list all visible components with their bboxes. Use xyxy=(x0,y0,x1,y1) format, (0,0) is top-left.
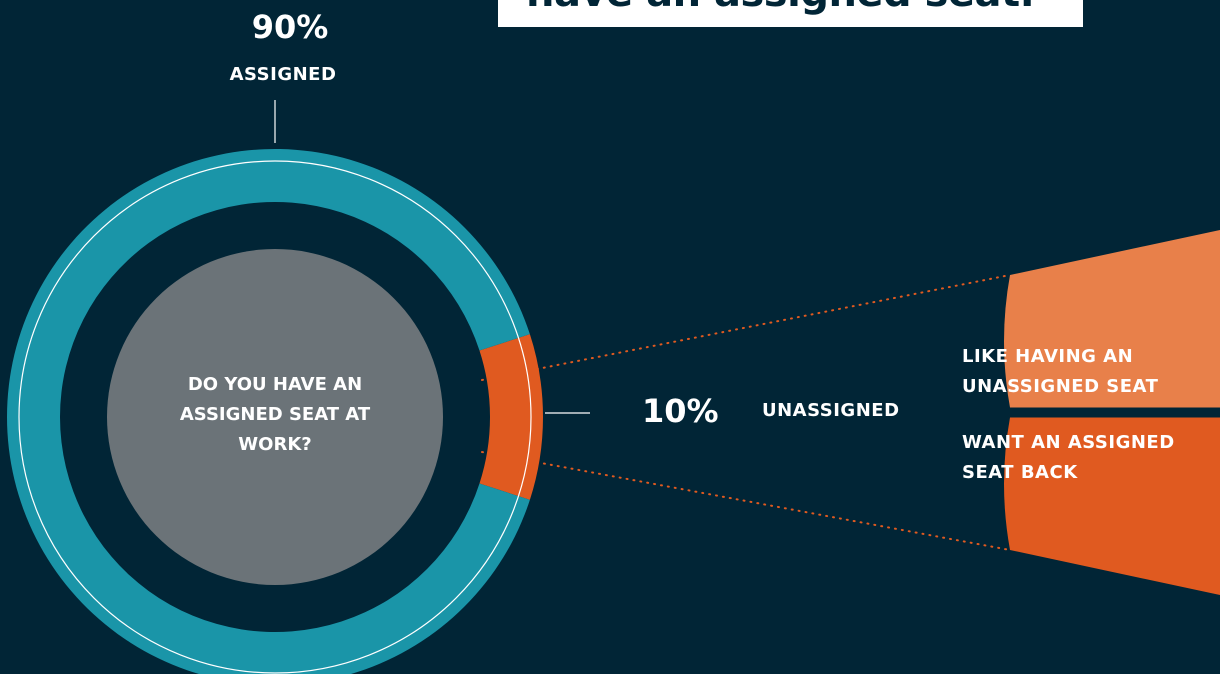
value-label: 90% xyxy=(251,8,329,46)
value-label: 10% xyxy=(642,392,719,430)
category-label: UNASSIGNED xyxy=(762,400,900,421)
dotted-line xyxy=(481,274,1011,381)
ring-line xyxy=(18,160,532,674)
donut-segment xyxy=(479,334,543,500)
chart-title: have an assigned seat. xyxy=(526,0,1035,16)
center-question: DO YOU HAVE AN ASSIGNED SEAT AT WORK? xyxy=(179,374,371,455)
breakdown-segment xyxy=(1004,417,1220,595)
breakdown-label: LIKE HAVING AN UNASSIGNED SEAT xyxy=(962,346,1159,397)
breakdown-segment xyxy=(1004,230,1220,408)
breakdown-label: WANT AN ASSIGNED SEAT BACK xyxy=(962,432,1175,483)
category-label: ASSIGNED xyxy=(229,64,337,85)
dotted-line xyxy=(481,451,1011,551)
title-box: have an assigned seat. xyxy=(498,0,1083,27)
center-disc xyxy=(107,249,443,585)
